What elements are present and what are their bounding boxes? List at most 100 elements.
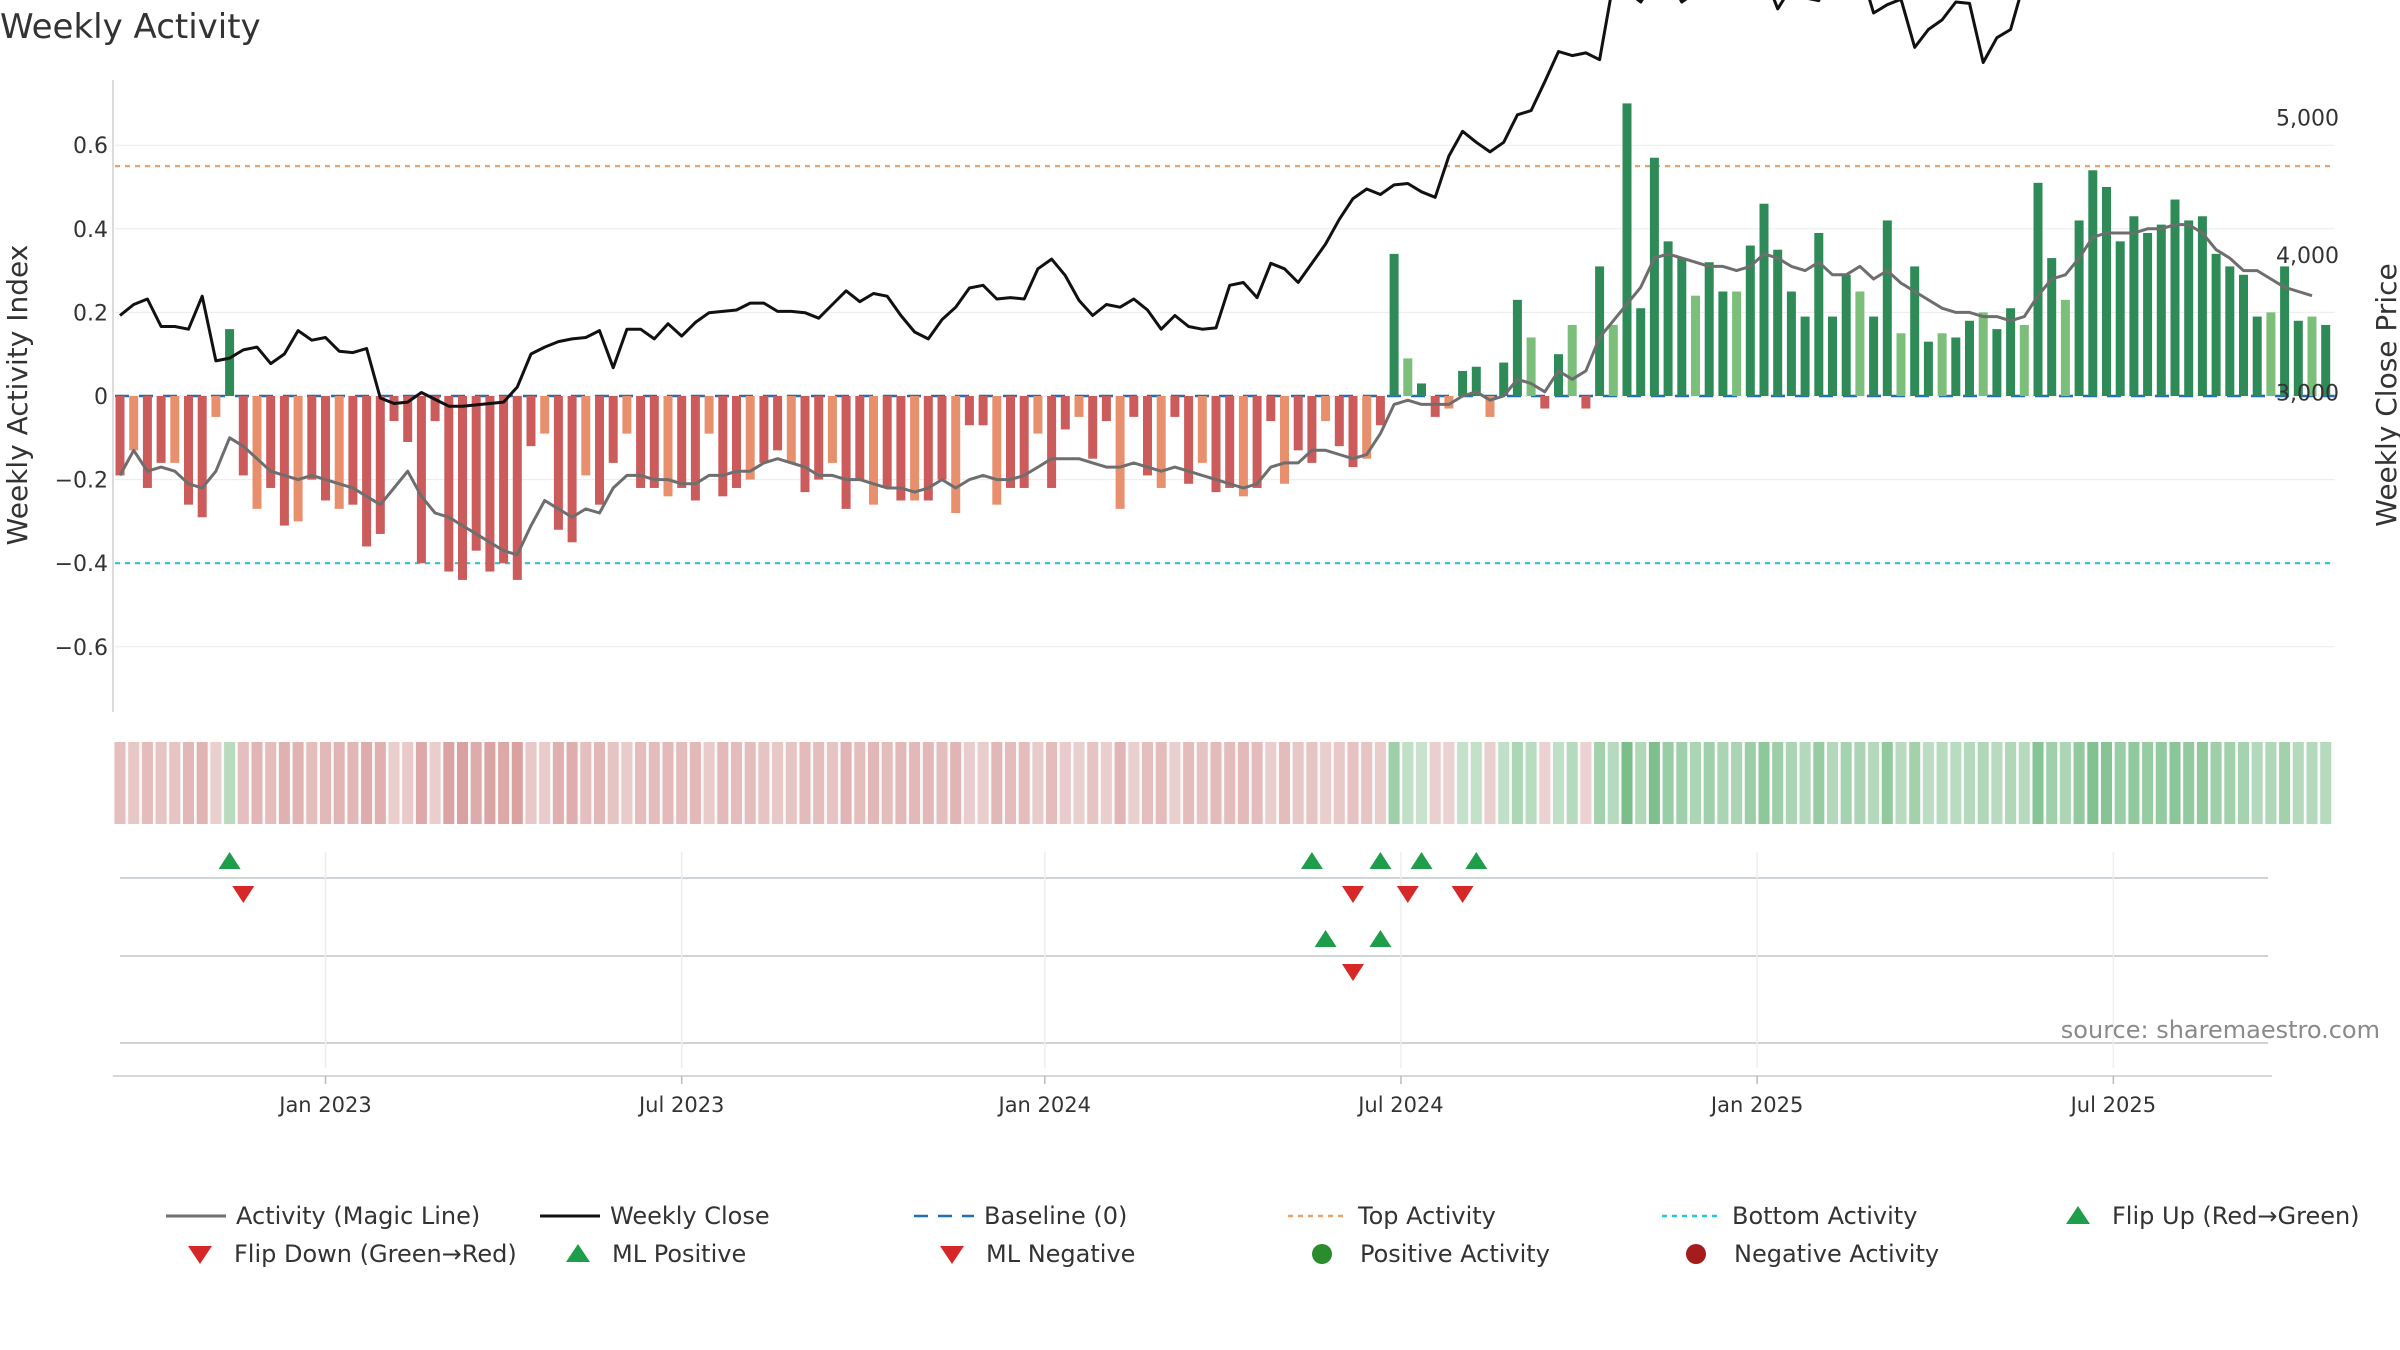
heat-cell	[1142, 742, 1153, 824]
activity-bar	[2129, 216, 2139, 396]
ml-positive-marker	[1314, 930, 1337, 947]
activity-bar	[2293, 320, 2303, 396]
activity-bar	[1951, 337, 1961, 396]
activity-bar	[1156, 396, 1166, 488]
activity-bar	[2307, 316, 2317, 396]
activity-bar	[1430, 396, 1440, 417]
heat-cell	[1183, 742, 1195, 824]
heat-cell	[2183, 742, 2195, 824]
heat-cell	[689, 742, 701, 824]
activity-bar	[1238, 396, 1248, 497]
x-tick-label: Jan 2024	[997, 1093, 1092, 1117]
heat-cell	[2101, 742, 2112, 824]
activity-bar	[471, 396, 481, 551]
y-tick-label: −0.2	[55, 469, 108, 494]
y2-tick-label: 4,000	[2276, 244, 2339, 269]
heat-cell	[525, 742, 537, 824]
heat-cell	[1032, 742, 1044, 824]
activity-bar	[2266, 312, 2276, 396]
activity-bar	[1417, 383, 1426, 396]
heat-cell	[1621, 742, 1633, 824]
activity-bar	[718, 396, 728, 497]
heat-cell	[2210, 742, 2222, 824]
activity-bar	[841, 396, 851, 509]
heat-cell	[1457, 742, 1469, 824]
activity-bar	[389, 396, 399, 422]
y2-tick-label: 5,000	[2276, 107, 2339, 132]
heat-cell	[1402, 742, 1414, 824]
activity-bar	[1444, 396, 1454, 409]
heat-cell	[511, 742, 523, 824]
heat-cell	[799, 742, 811, 824]
activity-bar	[1554, 354, 1563, 396]
heat-cell	[1046, 742, 1058, 824]
activity-bar	[1759, 203, 1769, 396]
heat-cell	[676, 742, 688, 824]
activity-bar	[978, 396, 988, 426]
activity-bar	[1348, 396, 1358, 468]
heat-cell	[1607, 742, 1619, 824]
legend-label: Flip Down (Green→Red)	[234, 1240, 517, 1268]
heat-cell	[1265, 742, 1277, 824]
heat-cell	[580, 742, 592, 824]
heat-cell	[963, 742, 975, 824]
heat-cell	[361, 742, 373, 824]
activity-bar	[1622, 103, 1632, 397]
activity-bar	[2019, 324, 2029, 396]
heat-cell	[1676, 742, 1688, 824]
activity-bar	[1841, 274, 1851, 396]
activity-bar	[1704, 262, 1714, 396]
activity-bar	[1471, 366, 1481, 396]
flip-down-marker	[1451, 886, 1474, 903]
heat-cell	[607, 742, 619, 824]
activity-bar	[636, 396, 646, 488]
activity-bar	[416, 396, 426, 564]
heat-cell	[772, 742, 784, 824]
heat-cell	[1854, 742, 1866, 824]
activity-bar	[403, 396, 413, 442]
heat-cell	[196, 742, 208, 824]
heat-cell	[2320, 742, 2332, 824]
activity-bar	[732, 396, 741, 488]
legend-label: Negative Activity	[1734, 1240, 1939, 1268]
ml-positive-marker	[1369, 930, 1392, 947]
heat-cell	[1553, 742, 1564, 824]
heat-cell	[278, 742, 290, 824]
activity-bar	[1663, 241, 1673, 396]
legend-swatch	[940, 1246, 964, 1264]
activity-bar	[1718, 291, 1728, 396]
activity-bar	[1828, 316, 1837, 396]
heat-cell	[1813, 742, 1825, 824]
legend-swatch	[566, 1244, 590, 1262]
activity-bar	[1910, 266, 1920, 396]
activity-bar	[307, 396, 317, 480]
activity-bar	[1334, 396, 1344, 447]
activity-bar	[800, 396, 810, 493]
heat-cell	[1594, 742, 1606, 824]
activity-bar	[1869, 316, 1879, 396]
heat-cell	[1388, 742, 1400, 824]
activity-bar	[252, 396, 262, 509]
activity-bar	[595, 396, 604, 505]
activity-bar	[923, 396, 933, 501]
activity-bar	[540, 396, 550, 434]
activity-bar	[1732, 291, 1742, 396]
flip-down-marker	[232, 886, 255, 903]
activity-bar	[1526, 337, 1536, 396]
activity-bar	[2074, 220, 2084, 396]
activity-bar	[1800, 316, 1810, 396]
activity-bar	[1129, 396, 1139, 417]
heat-cell	[1799, 742, 1811, 824]
activity-bar	[1225, 396, 1235, 488]
activity-bar	[1375, 396, 1385, 426]
activity-bar	[156, 396, 166, 463]
heat-cell	[1635, 742, 1647, 824]
flip-down-marker	[1342, 886, 1364, 903]
heat-cell	[1566, 742, 1578, 824]
activity-bar	[1211, 396, 1221, 493]
activity-bar	[2088, 170, 2098, 396]
heat-cell	[1237, 742, 1249, 824]
heat-cell	[1731, 742, 1743, 824]
heat-cell	[251, 742, 263, 824]
heat-cell	[1114, 742, 1126, 824]
